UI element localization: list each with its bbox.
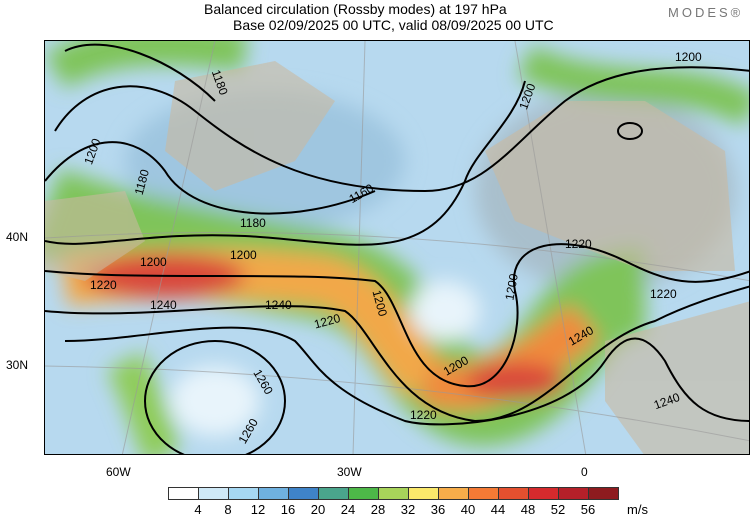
colorbar-tick-label: 24 [340, 502, 356, 517]
colorbar-swatch [199, 488, 229, 499]
svg-text:1180: 1180 [240, 216, 266, 230]
colorbar-tick-label: 32 [400, 502, 416, 517]
lon-label-0: 0 [581, 465, 588, 479]
colorbar-tick-label: 36 [430, 502, 446, 517]
lon-label-30w: 30W [337, 465, 362, 479]
colorbar-swatch [589, 488, 618, 499]
colorbar-tick-label: 48 [520, 502, 536, 517]
svg-text:1220: 1220 [410, 408, 437, 422]
colorbar-swatch [529, 488, 559, 499]
colorbar-tick-label: 28 [370, 502, 386, 517]
colorbar [168, 487, 619, 500]
colorbar-tick-label: 12 [250, 502, 266, 517]
colorbar-tick-label: 56 [580, 502, 596, 517]
wind-map: 1180 1200 1180 1160 1180 1200 1200 1220 … [44, 40, 750, 455]
colorbar-tick-label: 20 [310, 502, 326, 517]
colorbar-swatch [349, 488, 379, 499]
lat-label-30n: 30N [6, 358, 29, 372]
colorbar-tick-label: 16 [280, 502, 296, 517]
colorbar-swatch [409, 488, 439, 499]
colorbar-swatch [289, 488, 319, 499]
svg-text:1240: 1240 [265, 298, 292, 312]
colorbar-tick-label: 52 [550, 502, 566, 517]
modes-logo: MODES® [668, 5, 744, 20]
colorbar-tick-label: 4 [194, 502, 202, 517]
svg-text:1220: 1220 [565, 237, 592, 251]
colorbar-units: m/s [627, 502, 648, 517]
svg-text:1200: 1200 [140, 255, 167, 269]
lon-label-60w: 60W [106, 465, 131, 479]
colorbar-tick-label: 8 [224, 502, 232, 517]
svg-text:1200: 1200 [230, 248, 257, 262]
graticule [45, 41, 749, 454]
svg-text:1200: 1200 [370, 288, 391, 318]
colorbar-swatch [379, 488, 409, 499]
colorbar-swatch [499, 488, 529, 499]
svg-text:1200: 1200 [502, 272, 520, 301]
colorbar-swatch [259, 488, 289, 499]
svg-text:1220: 1220 [90, 278, 117, 292]
svg-text:1240: 1240 [150, 298, 177, 312]
colorbar-swatch [229, 488, 259, 499]
colorbar-swatch [319, 488, 349, 499]
colorbar-swatch [469, 488, 499, 499]
svg-text:1220: 1220 [650, 287, 677, 301]
svg-text:1180: 1180 [132, 168, 152, 197]
map-title: Balanced circulation (Rossby modes) at 1… [204, 1, 507, 17]
map-subtitle: Base 02/09/2025 00 UTC, valid 08/09/2025… [233, 17, 554, 33]
colorbar-tick-label: 44 [490, 502, 506, 517]
svg-text:1200: 1200 [675, 50, 702, 64]
svg-text:1220: 1220 [312, 311, 342, 332]
colorbar-swatch [439, 488, 469, 499]
lat-label-40n: 40N [6, 230, 29, 244]
geopotential-contours [45, 43, 749, 454]
colorbar-swatch [169, 488, 199, 499]
colorbar-swatch [559, 488, 589, 499]
colorbar-tick-label: 40 [460, 502, 476, 517]
